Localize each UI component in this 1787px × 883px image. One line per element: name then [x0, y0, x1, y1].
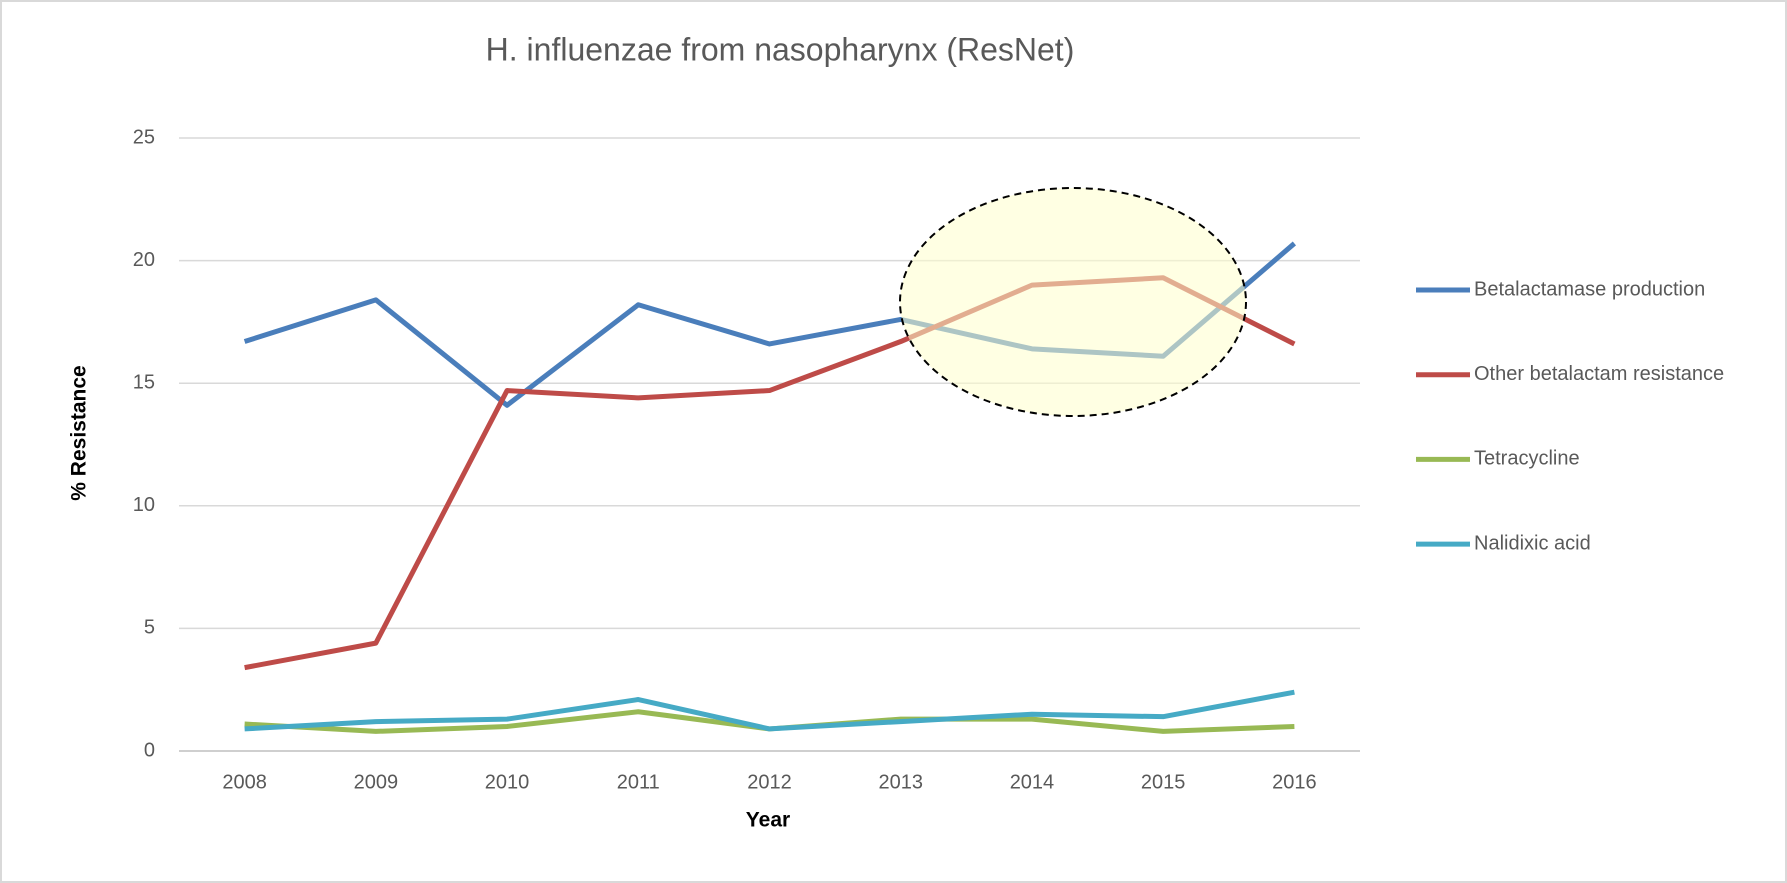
legend: Betalactamase production Other betalactam… [1416, 278, 1724, 554]
y-tick-label: 10 [133, 494, 155, 516]
x-tick-label: 2015 [1141, 771, 1186, 793]
x-axis-title: Year [746, 809, 790, 832]
legend-label: Other betalactam resistance [1474, 363, 1724, 385]
y-tick-label: 15 [133, 371, 155, 393]
y-axis-title: % Resistance [68, 365, 91, 500]
x-tick-label: 2012 [747, 771, 792, 793]
x-tick-label: 2010 [485, 771, 530, 793]
x-tick-label: 2013 [878, 771, 923, 793]
y-tick-label: 20 [133, 249, 155, 271]
y-tick-label: 5 [144, 617, 155, 639]
legend-label: Nalidixic acid [1474, 532, 1591, 554]
x-tick-label: 2008 [222, 771, 267, 793]
x-tick-label: 2011 [617, 771, 660, 793]
y-tick-label: 25 [133, 126, 155, 148]
y-tick-label: 0 [144, 739, 155, 761]
x-tick-label: 2016 [1272, 771, 1317, 793]
x-tick-label: 2014 [1010, 771, 1055, 793]
highlight-ellipse [899, 187, 1247, 417]
legend-label: Betalactamase production [1474, 278, 1705, 300]
legend-label: Tetracycline [1474, 448, 1580, 470]
series-line [244, 689, 1295, 732]
chart-title: H. influenzae from nasopharynx (ResNet) [486, 31, 1075, 67]
x-tick-label: 2009 [354, 771, 399, 793]
